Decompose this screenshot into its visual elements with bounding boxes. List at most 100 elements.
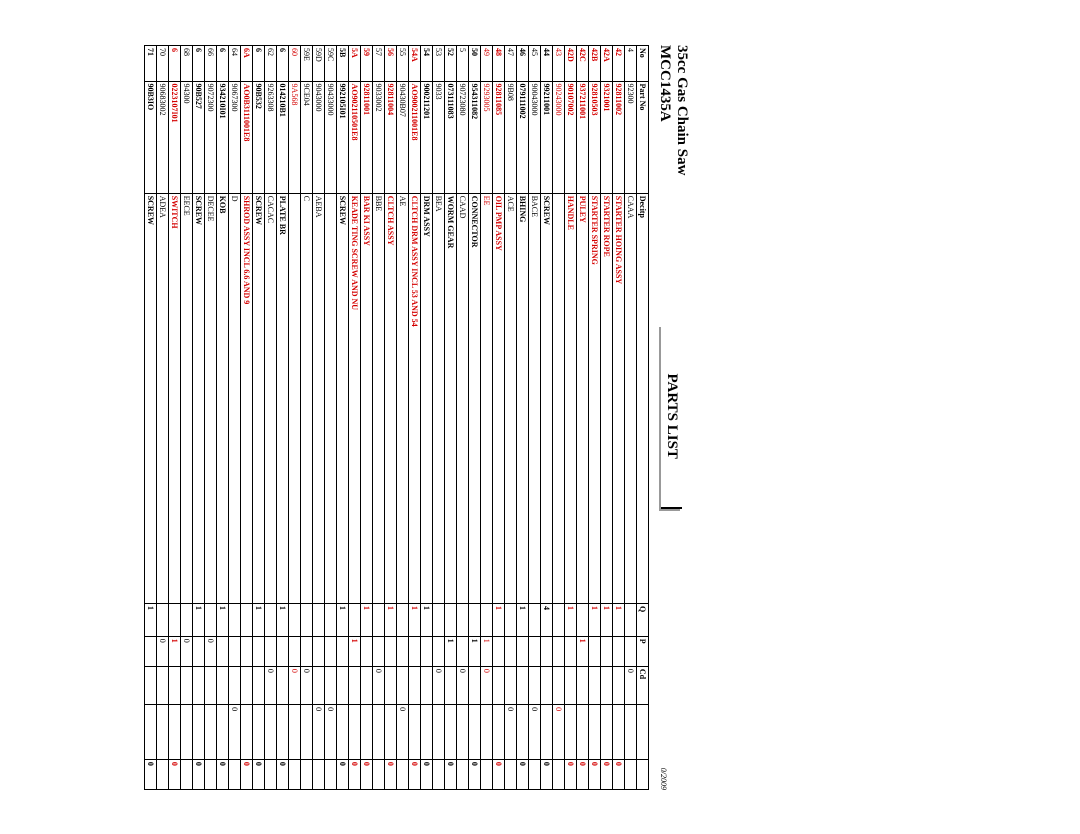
cell: [433, 705, 445, 760]
page-header: 35cc Gas Chain Saw MCC1435A PARTS LIST 0…: [656, 45, 691, 790]
cell: [529, 603, 541, 636]
cell: KOB: [217, 193, 229, 603]
table-row: 6934210I01KOB10: [217, 46, 229, 790]
table-row: 42D90107002HANDLE10: [565, 46, 577, 790]
cell: [301, 759, 313, 789]
cell: 4: [625, 46, 637, 82]
cell: 99211001: [541, 81, 553, 193]
col-q: Q: [637, 603, 649, 636]
cell: 0: [157, 636, 169, 666]
table-row: 590723080CAAD0: [457, 46, 469, 790]
cell: 0: [469, 759, 481, 789]
cell: AO902110501E8: [349, 81, 361, 193]
cell: [445, 666, 457, 704]
cell: 45: [529, 46, 541, 82]
cell: 0: [517, 759, 529, 789]
cell: [529, 759, 541, 789]
cell: 0: [301, 666, 313, 704]
cell: [181, 759, 193, 789]
cell: [541, 666, 553, 704]
cell: [229, 636, 241, 666]
table-row: 690B527SCREW10: [193, 46, 205, 790]
cell: 0: [529, 705, 541, 760]
cell: [229, 759, 241, 789]
cell: [325, 193, 337, 603]
cell: 0: [241, 759, 253, 789]
cell: 1: [217, 603, 229, 636]
cell: 9321001: [601, 81, 613, 193]
cell: 64: [229, 46, 241, 82]
cell: 0: [493, 759, 505, 789]
cell: 079111002: [517, 81, 529, 193]
cell: 50: [469, 46, 481, 82]
cell: 0: [337, 759, 349, 789]
table-row: 6894300EECE0: [181, 46, 193, 790]
cell: [169, 603, 181, 636]
cell: DRM ASSY: [421, 193, 433, 603]
cell: [433, 603, 445, 636]
cell: [193, 705, 205, 760]
parts-list-heading: PARTS LIST: [661, 325, 682, 508]
cell: [313, 666, 325, 704]
cell: [289, 603, 301, 636]
table-row: 492300CAAA0: [625, 46, 637, 790]
cell: [577, 603, 589, 636]
col-desc: Decitp: [637, 193, 649, 603]
table-row: 54900211201DRM ASSY10: [421, 46, 433, 790]
cell: [601, 666, 613, 704]
cell: 0223107I01: [169, 81, 181, 193]
cell: OIL PMP ASSY: [493, 193, 505, 603]
cell: [481, 759, 493, 789]
cell: [289, 193, 301, 603]
table-row: 50954311082CONNECTOR10: [469, 46, 481, 790]
col-part: Part No: [637, 81, 649, 193]
table-row: 5692811004CLTCH ASSY10: [385, 46, 397, 790]
cell: 92300: [625, 81, 637, 193]
cell: [217, 666, 229, 704]
cell: 92811002: [613, 81, 625, 193]
cell: [313, 603, 325, 636]
cell: [517, 666, 529, 704]
table-row: 60223107I01SWITCH10: [169, 46, 181, 790]
cell: [241, 603, 253, 636]
col-x1: [637, 705, 649, 760]
cell: [301, 636, 313, 666]
cell: 992105I01: [337, 81, 349, 193]
table-row: 499293005EE10: [481, 46, 493, 790]
table-row: 4499211001SCREW40: [541, 46, 553, 790]
cell: 1: [277, 603, 289, 636]
title-block: 35cc Gas Chain Saw MCC1435A: [656, 45, 691, 175]
cell: [493, 636, 505, 666]
cell: [289, 705, 301, 760]
cell: 0: [625, 666, 637, 704]
cell: 0: [193, 759, 205, 789]
cell: 43: [553, 46, 565, 82]
cell: [229, 603, 241, 636]
title-line-2: MCC1435A: [656, 45, 673, 175]
cell: 1: [337, 603, 349, 636]
cell: [361, 705, 373, 760]
cell: 0: [145, 759, 157, 789]
cell: SHROD ASSY INCL 6.6 AND 9: [241, 193, 253, 603]
cell: 55: [397, 46, 409, 82]
cell: 934210I01: [217, 81, 229, 193]
cell: 0: [577, 759, 589, 789]
cell: [205, 666, 217, 704]
title-line-1: 35cc Gas Chain Saw: [673, 45, 690, 175]
cell: 0: [373, 666, 385, 704]
cell: 0: [601, 759, 613, 789]
cell: 6: [217, 46, 229, 82]
cell: 46: [517, 46, 529, 82]
cell: 9043000: [313, 81, 325, 193]
cell: [361, 636, 373, 666]
cell: [397, 759, 409, 789]
cell: 0: [385, 759, 397, 789]
cell: [325, 636, 337, 666]
cell: 92811001: [361, 81, 373, 193]
table-row: 59C904330000: [325, 46, 337, 790]
cell: [193, 666, 205, 704]
cell: 0: [181, 636, 193, 666]
cell: 0: [589, 759, 601, 789]
cell: 0: [445, 759, 457, 789]
cell: 42D: [565, 46, 577, 82]
